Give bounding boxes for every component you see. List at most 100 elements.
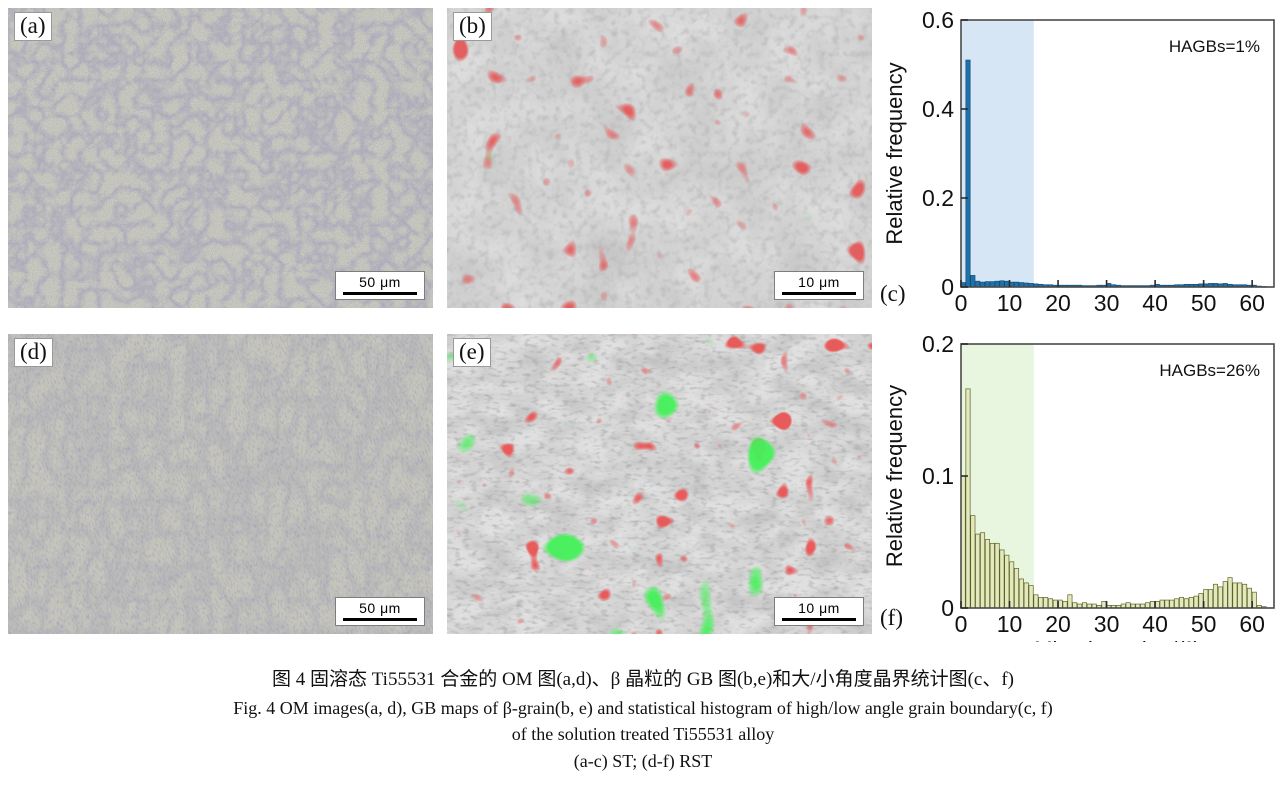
- histogram-chart-f: 0 0.1 0.2 0 10 20 30 40 50 60 Misorientation/(°) Re…: [880, 330, 1280, 642]
- histogram-bar: [1217, 586, 1223, 609]
- histogram-bar: [1174, 598, 1180, 609]
- y-axis-tick-label: 0.6: [922, 7, 954, 33]
- histogram-bar: [999, 280, 1005, 288]
- micrograph-panel-b: (b) 10 μm: [447, 8, 872, 308]
- y-axis-tick-label: 0.2: [922, 185, 954, 211]
- y-axis-title: Relative frequency: [882, 385, 907, 567]
- panel-label-b: (b): [453, 12, 492, 41]
- caption-english-1: Fig. 4 OM images(a, d), GB maps of β-gra…: [233, 698, 1053, 718]
- histogram-bar: [1052, 599, 1058, 609]
- panel-label-c: (c): [880, 281, 906, 306]
- histogram-bar: [1033, 594, 1039, 609]
- histogram-bar: [1222, 581, 1228, 609]
- scale-bar-d-text: 50 μm: [359, 600, 401, 616]
- histogram-bar: [975, 280, 981, 288]
- panel-d-image: [8, 334, 433, 634]
- scale-bar-a-rule: [343, 292, 417, 295]
- scale-bar-d-rule: [343, 618, 417, 621]
- panel-label-d: (d): [14, 338, 53, 367]
- histogram-bar: [965, 59, 971, 288]
- micrograph-panel-d: (d) 50 μm: [8, 334, 433, 634]
- scale-bar-e-rule: [782, 618, 856, 621]
- panel-b-image: [447, 8, 872, 308]
- x-axis-tick-label: 50: [1191, 611, 1217, 637]
- histogram-bar: [1179, 597, 1185, 609]
- histogram-bar: [1242, 583, 1248, 609]
- hagbs-annotation: HAGBs=26%: [1159, 361, 1260, 380]
- histogram-bar: [1067, 594, 1073, 609]
- x-axis-tick-label: 0: [955, 611, 968, 637]
- histogram-bar: [994, 280, 1000, 288]
- histogram-bar: [1212, 583, 1218, 609]
- low-angle-shaded-region: [961, 20, 1034, 287]
- histogram-bar: [970, 515, 976, 609]
- scale-bar-e: 10 μm: [774, 597, 864, 626]
- histogram-bar: [1183, 598, 1189, 609]
- histogram-bar: [989, 542, 995, 609]
- histogram-bar: [980, 532, 986, 609]
- panel-label-f: (f): [880, 605, 903, 630]
- histogram-bar: [1246, 587, 1252, 609]
- micrograph-panel-a: (a) 50 μm: [8, 8, 433, 308]
- histogram-bar: [1232, 582, 1238, 609]
- x-axis-tick-label: 60: [1239, 290, 1265, 316]
- caption-english-2: of the solution treated Ti55531 alloy: [511, 724, 775, 744]
- x-axis-tick-label: 10: [997, 290, 1023, 316]
- caption-english-3: (a-c) ST; (d-f) RST: [573, 751, 713, 771]
- panel-label-e: (e): [453, 338, 491, 367]
- chart-c-svg: 00.20.40.60102030405060Misorientation/(°…: [882, 7, 1275, 316]
- x-axis-title: Misorientation/(°): [1034, 637, 1201, 642]
- histogram-bar: [1101, 601, 1107, 609]
- histogram-bar: [994, 542, 1000, 609]
- hagbs-annotation: HAGBs=1%: [1169, 37, 1260, 56]
- histogram-bar: [1164, 599, 1170, 609]
- plot-frame: [960, 19, 1275, 288]
- scale-bar-e-text: 10 μm: [798, 600, 840, 616]
- histogram-bar: [1018, 578, 1024, 609]
- histogram-bar: [970, 275, 976, 288]
- histogram-bar: [1169, 599, 1175, 609]
- histogram-bar: [1193, 595, 1199, 609]
- y-axis-tick-label: 0: [941, 274, 954, 300]
- scale-bar-a: 50 μm: [335, 271, 425, 300]
- histogram-bar: [1149, 601, 1155, 609]
- histogram-bar: [1048, 598, 1054, 609]
- histogram-bar: [1208, 589, 1214, 609]
- x-axis-tick-label: 10: [997, 611, 1023, 637]
- histogram-chart-c: 00.20.40.60102030405060Misorientation/(°…: [880, 6, 1280, 316]
- y-axis-tick-label: 0.2: [922, 331, 954, 357]
- x-axis-tick-label: 20: [1045, 611, 1071, 637]
- micrograph-panel-e: (e) 10 μm: [447, 334, 872, 634]
- y-axis-tick-label: 0.4: [922, 96, 954, 122]
- histogram-bar: [1043, 597, 1049, 609]
- scale-bar-b: 10 μm: [774, 271, 864, 300]
- histogram-bar: [1159, 599, 1165, 609]
- histogram-bar: [999, 549, 1005, 609]
- histogram-bar: [1004, 554, 1010, 609]
- scale-bar-a-text: 50 μm: [359, 274, 401, 290]
- histogram-bar: [1237, 582, 1243, 609]
- caption-chinese: 图 4 固溶态 Ti55531 合金的 OM 图(a,d)、β 晶粒的 GB 图…: [271, 669, 1014, 690]
- histogram-bar: [1188, 597, 1194, 609]
- x-axis-tick-label: 40: [1142, 611, 1168, 637]
- histogram-bar: [975, 533, 981, 609]
- x-axis-tick-label: 50: [1191, 290, 1217, 316]
- x-axis-tick-label: 30: [1094, 611, 1120, 637]
- histogram-bar: [1227, 577, 1233, 609]
- panel-label-a: (a): [14, 12, 52, 41]
- panel-a-image: [8, 8, 433, 308]
- histogram-bar: [984, 281, 990, 288]
- y-axis-title: Relative frequency: [882, 62, 907, 244]
- histogram-bar: [984, 539, 990, 609]
- scale-bar-b-rule: [782, 292, 856, 295]
- histogram-bar: [1038, 597, 1044, 609]
- panel-e-image: [447, 334, 872, 634]
- chart-f-svg: 0 0.1 0.2 0 10 20 30 40 50 60 Misorientation/(°) Re…: [882, 331, 1275, 642]
- scale-bar-b-text: 10 μm: [798, 274, 840, 290]
- y-axis-tick-label: 0.1: [922, 463, 954, 489]
- histogram-bar: [1014, 568, 1020, 609]
- y-axis-tick-label: 0: [941, 595, 954, 621]
- x-axis-tick-label: 40: [1142, 290, 1168, 316]
- histogram-bar: [1023, 582, 1029, 609]
